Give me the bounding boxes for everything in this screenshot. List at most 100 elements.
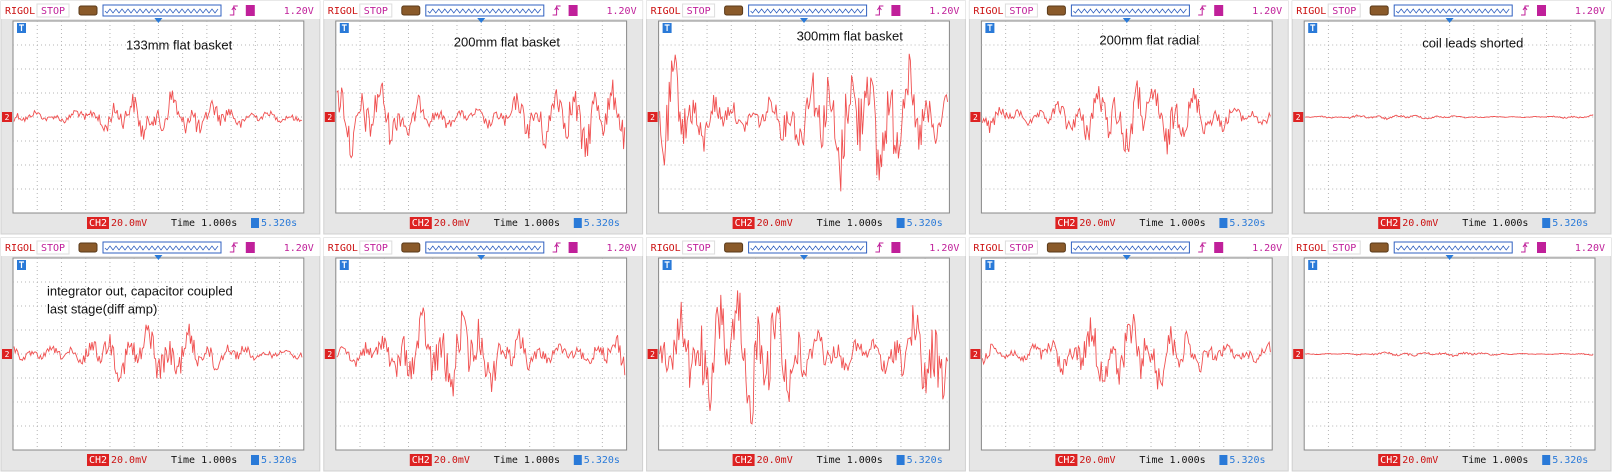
annotation: 133mm flat basket xyxy=(126,37,233,52)
memory-wave xyxy=(750,8,864,14)
trigger-level: 1.20V xyxy=(1252,6,1282,17)
memory-bar xyxy=(748,4,868,17)
trigger-edge-icon xyxy=(552,242,561,253)
brand: RIGOL xyxy=(5,243,35,254)
channel-marker: 2 xyxy=(327,113,332,122)
memory-wave xyxy=(104,245,219,251)
trigger-ch-icon xyxy=(568,242,578,253)
status: STOP xyxy=(364,6,388,17)
trigger-level: 1.20V xyxy=(1252,243,1282,254)
memory-wave xyxy=(1395,8,1510,14)
channel: CH2 xyxy=(735,455,753,466)
trigger-ch-icon xyxy=(891,5,901,16)
battery-icon xyxy=(78,242,98,253)
channel-marker: 2 xyxy=(1296,350,1301,359)
trigger-position-marker xyxy=(1445,18,1454,23)
offset-icon xyxy=(251,218,259,228)
status-box xyxy=(682,240,716,255)
channel-marker-box xyxy=(2,112,12,122)
trigger-level: 1.20V xyxy=(1575,243,1605,254)
memory-wave xyxy=(427,245,542,251)
trigger-ch-icon xyxy=(1214,5,1224,16)
time-marker-glyph xyxy=(19,24,24,31)
memory-bar xyxy=(1393,4,1513,17)
trigger-ch-icon xyxy=(245,5,255,16)
status: STOP xyxy=(1332,6,1356,17)
channel-marker-box xyxy=(970,349,981,359)
trigger-ch-icon xyxy=(891,242,901,253)
channel-marker: 2 xyxy=(973,113,978,122)
annotation: integrator out, capacitor coupled xyxy=(47,283,233,298)
memory-bar xyxy=(425,4,545,17)
trigger-level: 1.20V xyxy=(606,243,636,254)
offset-icon xyxy=(1219,218,1228,228)
offset-icon xyxy=(1219,455,1228,465)
volt-scale: 20.0mV xyxy=(1402,218,1438,229)
time-base: Time 1.000s xyxy=(1139,218,1205,229)
offset-icon xyxy=(896,455,905,465)
trigger-position-marker xyxy=(154,255,163,260)
memory-wave xyxy=(104,8,219,14)
channel-marker-box xyxy=(647,349,658,359)
time-base: Time 1.000s xyxy=(494,455,560,466)
trigger-level: 1.20V xyxy=(929,6,959,17)
time-offset: 5.320s xyxy=(261,455,297,466)
channel-marker-box xyxy=(1293,112,1304,122)
time-marker-glyph xyxy=(341,261,347,268)
battery-icon xyxy=(401,5,421,16)
memory-bar xyxy=(748,241,868,254)
volt-scale: 20.0mV xyxy=(1079,218,1115,229)
signal-trace xyxy=(13,90,303,140)
signal-trace xyxy=(336,79,626,159)
channel-marker: 2 xyxy=(1296,113,1301,122)
channel-marker-box xyxy=(324,112,335,122)
channel: CH2 xyxy=(1057,455,1075,466)
time-base: Time 1.000s xyxy=(1462,455,1528,466)
memory-wave xyxy=(1073,8,1187,14)
scope-panel: RIGOL STOP 1.20V 2 CH2 20.0mV Time 1.000s 5.320… xyxy=(323,237,644,472)
status-box xyxy=(36,3,70,18)
battery-icon xyxy=(724,242,744,253)
channel: CH2 xyxy=(89,218,107,229)
memory-wave xyxy=(1073,245,1187,251)
time-base: Time 1.000s xyxy=(494,218,560,229)
brand: RIGOL xyxy=(651,243,681,254)
memory-bar xyxy=(1393,241,1513,254)
status: STOP xyxy=(1009,243,1033,254)
channel-marker: 2 xyxy=(973,350,978,359)
time-offset: 5.320s xyxy=(261,218,297,229)
status-box xyxy=(359,240,393,255)
time-marker-glyph xyxy=(987,24,993,31)
trigger-position-marker xyxy=(1122,18,1131,23)
time-offset: 5.320s xyxy=(907,218,943,229)
status-box xyxy=(1004,3,1038,18)
trigger-edge-icon xyxy=(1520,242,1529,253)
channel-marker-box xyxy=(970,112,981,122)
status: STOP xyxy=(687,6,711,17)
trigger-edge-icon xyxy=(1198,5,1207,16)
battery-icon xyxy=(1369,5,1389,16)
channel-box xyxy=(409,454,432,466)
brand: RIGOL xyxy=(973,243,1003,254)
channel-marker-box xyxy=(1293,349,1304,359)
status-box xyxy=(1327,240,1361,255)
time-base: Time 1.000s xyxy=(817,218,883,229)
channel-box xyxy=(1378,454,1401,466)
time-marker-glyph xyxy=(341,24,347,31)
scope-panel: RIGOL STOP 1.20V 2 200mm flat basket CH2 20.0m… xyxy=(323,0,644,235)
time-marker-glyph xyxy=(1310,24,1316,31)
channel: CH2 xyxy=(412,455,430,466)
channel-marker-box xyxy=(2,349,12,359)
channel-box xyxy=(1055,217,1078,229)
trigger-ch-icon xyxy=(1537,242,1546,253)
trigger-level: 1.20V xyxy=(284,243,314,254)
status-box xyxy=(1004,240,1038,255)
battery-icon xyxy=(724,5,744,16)
status: STOP xyxy=(1332,243,1356,254)
volt-scale: 20.0mV xyxy=(1079,455,1115,466)
scope-panel: RIGOL STOP 1.20V 2 133mm flat basket CH2 20.0m… xyxy=(0,0,321,235)
time-base: Time 1.000s xyxy=(817,455,883,466)
memory-bar xyxy=(102,241,222,254)
volt-scale: 20.0mV xyxy=(1402,455,1438,466)
